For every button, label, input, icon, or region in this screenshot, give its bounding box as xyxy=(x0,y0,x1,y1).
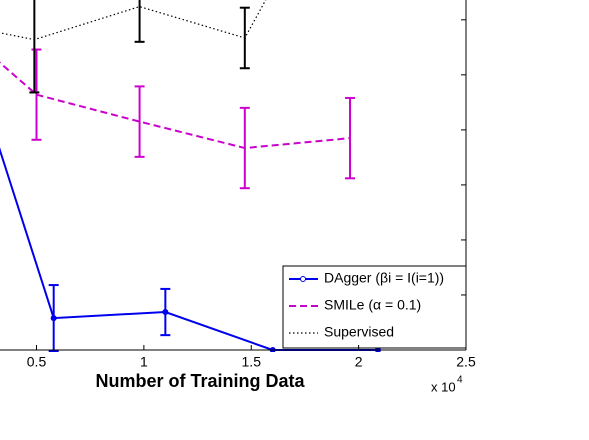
x-multiplier: x 10 xyxy=(431,379,456,394)
error-bar xyxy=(345,96,356,180)
series-line xyxy=(0,61,351,150)
marker xyxy=(162,309,169,316)
legend-label: Supervised xyxy=(324,324,394,340)
series-line xyxy=(0,0,267,41)
x-axis-label: Number of Training Data xyxy=(95,371,305,391)
legend-marker xyxy=(300,276,306,282)
x-tick-label: 1 xyxy=(140,354,148,370)
error-bar xyxy=(134,85,145,158)
x-tick-label: 0.5 xyxy=(27,354,47,370)
legend: DAgger (βi = I(i=1)) SMILe (α = 0.1) Super… xyxy=(282,265,467,349)
legend-label: SMILe (α = 0.1) xyxy=(324,297,421,313)
error-bar xyxy=(134,0,145,43)
legend-label: DAgger (βi = I(i=1)) xyxy=(324,270,444,286)
x-tick-label: 2 xyxy=(355,354,363,370)
error-bar xyxy=(239,6,250,70)
x-tick-label: 1.5 xyxy=(242,354,262,370)
error-bar xyxy=(239,106,250,190)
marker xyxy=(50,315,57,322)
error-bar xyxy=(29,0,40,94)
x-multiplier-exponent: 4 xyxy=(457,375,463,386)
x-tick-label: 2.5 xyxy=(456,354,476,370)
error-bar xyxy=(31,48,42,141)
